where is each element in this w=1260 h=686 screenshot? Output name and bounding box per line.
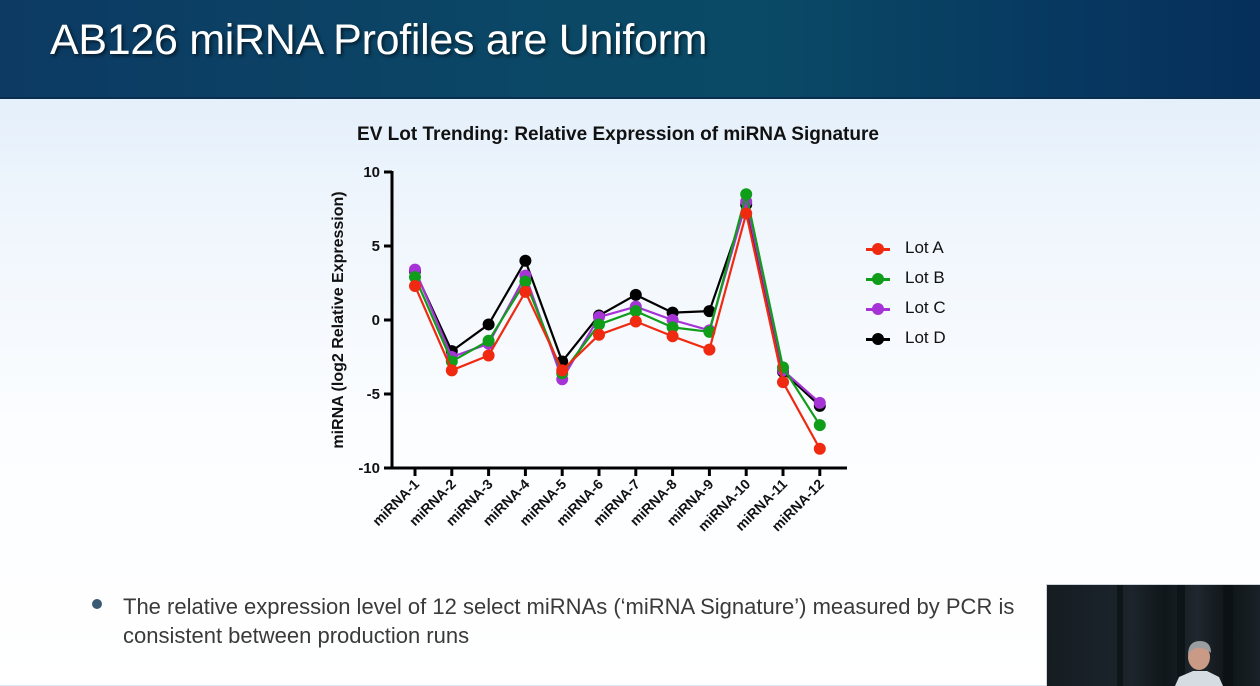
legend-marker-icon [872,243,884,255]
y-tick-label: 5 [372,238,380,255]
slide-title: AB126 miRNA Profiles are Uniform [50,16,708,64]
data-point-lot-a [777,376,789,389]
data-point-lot-d [482,318,495,331]
data-point-lot-a [519,285,532,298]
legend-item: Lot C [866,298,976,328]
bullet-icon [92,599,102,609]
speaker-video[interactable] [1046,584,1260,686]
data-point-lot-b [482,334,495,347]
legend-label: Lot D [905,328,946,347]
chart-legend: Lot A Lot B Lot C Lot D [866,238,976,358]
data-point-lot-d [629,288,642,301]
data-point-lot-a [629,315,642,328]
y-axis-label: miRNA (log2 Relative Expression) [330,191,347,448]
series-line-lot-d [414,203,821,407]
legend-marker-icon [872,333,884,345]
data-point-lot-b [740,188,753,201]
legend-marker-icon [872,303,884,315]
y-tick-label: 10 [363,164,380,181]
bullet-text: The relative expression level of 12 sele… [123,594,1015,648]
series-line-lot-b [413,193,821,426]
data-point-lot-b [666,321,679,334]
y-tick-label: -10 [358,460,380,477]
data-point-lot-b [813,419,826,432]
data-point-lot-a [482,349,495,362]
data-point-lot-a [813,442,826,455]
legend-label: Lot A [905,238,944,257]
slide-header: AB126 miRNA Profiles are Uniform [0,0,1260,99]
data-point-lot-a [703,343,716,356]
data-point-lot-a [556,364,569,377]
legend-item: Lot A [866,238,976,268]
data-point-lot-a [409,279,421,292]
data-point-lot-a [740,207,753,220]
data-point-lot-b [593,318,605,331]
data-point-lot-b [519,275,532,288]
data-point-lot-b [629,305,642,318]
legend-item: Lot B [866,268,976,298]
data-point-lot-a [593,328,605,341]
data-point-lot-a [445,364,458,377]
legend-label: Lot C [905,298,946,317]
legend-item: Lot D [866,328,976,358]
data-point-lot-a [666,330,679,343]
speaker-figure [1117,585,1233,686]
data-point-lot-d [703,305,716,318]
data-point-lot-b [409,271,421,284]
legend-label: Lot B [905,268,945,287]
chart-title: EV Lot Trending: Relative Expression of … [357,124,879,145]
y-tick-label: -5 [367,386,380,403]
series-line-lot-c [413,200,821,404]
series-line-lot-a [413,212,821,450]
y-tick-label: 0 [372,312,380,329]
data-point-lot-c [813,396,826,409]
data-point-lot-d [519,254,532,267]
legend-marker-icon [872,273,884,285]
